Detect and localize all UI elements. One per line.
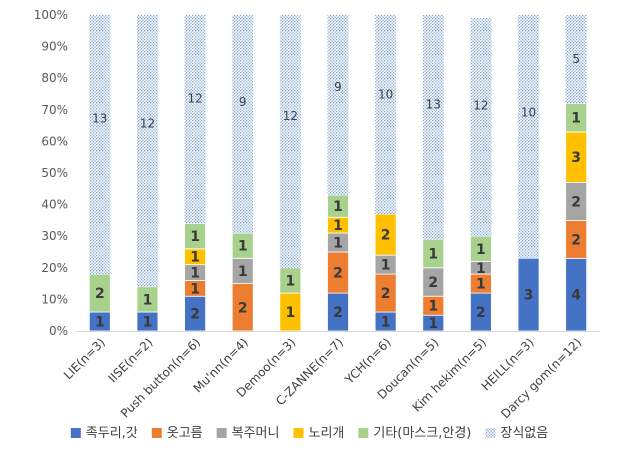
data-label: 1 <box>571 111 581 127</box>
legend-label: 복주머니 <box>232 426 280 441</box>
bar-segment[interactable] <box>518 15 540 259</box>
y-tick-label: 0% <box>49 324 68 338</box>
data-label: 1 <box>333 236 343 252</box>
y-tick-label: 80% <box>41 71 68 85</box>
data-label: 1 <box>381 315 391 331</box>
y-tick-label: 30% <box>41 229 68 243</box>
bar-segment[interactable] <box>470 18 492 237</box>
x-axis: LIE(n=3)IISE(n=2)Push button(n=6)Mu'nn(n… <box>61 331 600 421</box>
bar-segment[interactable] <box>327 15 349 196</box>
bar-segment[interactable] <box>184 15 206 224</box>
data-label: 1 <box>285 273 295 289</box>
y-tick-label: 60% <box>41 134 68 148</box>
legend-label: 족두리,갓 <box>86 426 138 441</box>
data-label: 1 <box>95 315 105 331</box>
x-tick-label: Push button(n=6) <box>118 335 203 420</box>
data-label: 10 <box>378 88 393 102</box>
x-tick-label: LIE(n=3) <box>61 335 108 382</box>
bar-segment[interactable] <box>136 15 158 287</box>
data-label: 1 <box>238 264 248 280</box>
data-label: 3 <box>524 288 534 304</box>
bar-segment[interactable] <box>89 15 111 275</box>
data-label: 10 <box>521 105 536 119</box>
data-label: 12 <box>187 91 202 105</box>
data-label: 1 <box>333 199 343 215</box>
data-label: 1 <box>143 315 153 331</box>
x-tick-label: Darcy gom(n=12) <box>498 335 584 421</box>
data-label: 3 <box>571 150 581 166</box>
legend-swatch <box>70 428 81 438</box>
data-label: 2 <box>571 194 581 210</box>
bar-segment[interactable] <box>232 15 254 234</box>
data-label: 1 <box>428 247 438 263</box>
data-label: 12 <box>140 117 155 131</box>
data-label: 2 <box>333 266 343 282</box>
data-label: 1 <box>476 261 486 277</box>
bars: 1213111221111122119111222111912121011211… <box>88 15 588 332</box>
data-label: 1 <box>381 258 391 274</box>
data-label: 4 <box>571 288 581 304</box>
legend-swatch <box>358 428 369 438</box>
data-label: 5 <box>572 52 580 66</box>
data-label: 2 <box>333 305 343 321</box>
bar-segment[interactable] <box>375 15 397 215</box>
legend-label: 기타(마스크,안경) <box>373 426 471 441</box>
data-label: 9 <box>334 80 342 94</box>
bar-segment[interactable] <box>565 15 587 104</box>
bar-segment[interactable] <box>279 15 301 268</box>
data-label: 1 <box>190 266 200 282</box>
data-label: 1 <box>476 277 486 293</box>
data-label: 1 <box>333 218 343 234</box>
data-label: 2 <box>238 300 248 316</box>
legend-label: 노리개 <box>308 426 344 441</box>
data-label: 1 <box>238 239 248 255</box>
y-tick-label: 90% <box>41 40 68 54</box>
x-tick-label: IISE(n=2) <box>105 335 155 385</box>
data-label: 13 <box>426 98 441 112</box>
data-label: 1 <box>190 250 200 266</box>
legend-label: 장식없음 <box>500 426 548 441</box>
legend-item[interactable]: 장식없음 <box>485 426 548 441</box>
legend-item[interactable]: 노리개 <box>293 426 344 441</box>
data-label: 12 <box>283 109 298 123</box>
legend-swatch <box>485 428 496 438</box>
data-label: 9 <box>239 95 247 109</box>
data-label: 1 <box>476 242 486 258</box>
data-label: 2 <box>428 275 438 291</box>
data-label: 2 <box>381 228 391 244</box>
legend-swatch <box>293 428 304 438</box>
y-axis: 0% 10% 20% 30% 40% 50% 60% 70% 80% 90% 100% <box>34 8 68 338</box>
data-label: 13 <box>92 112 107 126</box>
legend-swatch <box>216 428 227 438</box>
legend-item[interactable]: 기타(마스크,안경) <box>358 426 471 441</box>
y-tick-label: 40% <box>41 198 68 212</box>
data-label: 1 <box>190 229 200 245</box>
data-label: 2 <box>190 307 200 323</box>
legend-item[interactable]: 옷고름 <box>151 426 203 441</box>
data-label: 2 <box>476 305 486 321</box>
legend-item[interactable]: 족두리,갓 <box>70 426 138 441</box>
data-label: 1 <box>428 299 438 315</box>
legend-swatch <box>151 428 162 438</box>
data-label: 2 <box>95 286 105 302</box>
legend-label: 옷고름 <box>167 426 203 441</box>
y-tick-label: 10% <box>41 292 68 306</box>
data-label: 1 <box>143 292 153 308</box>
data-label: 1 <box>428 316 438 332</box>
data-label: 2 <box>381 286 391 302</box>
legend-item[interactable]: 복주머니 <box>216 426 280 441</box>
legend: 족두리,갓 옷고름 복주머니 노리개 기타(마스크,안경) 장식없음 <box>70 426 548 441</box>
y-tick-label: 20% <box>41 261 68 275</box>
y-tick-label: 50% <box>41 166 68 180</box>
data-label: 12 <box>473 98 488 112</box>
y-tick-label: 100% <box>34 8 68 22</box>
data-label: 1 <box>285 305 295 321</box>
data-label: 1 <box>190 281 200 297</box>
data-label: 2 <box>571 232 581 248</box>
y-tick-label: 70% <box>41 103 68 117</box>
bar-segment[interactable] <box>422 15 444 240</box>
